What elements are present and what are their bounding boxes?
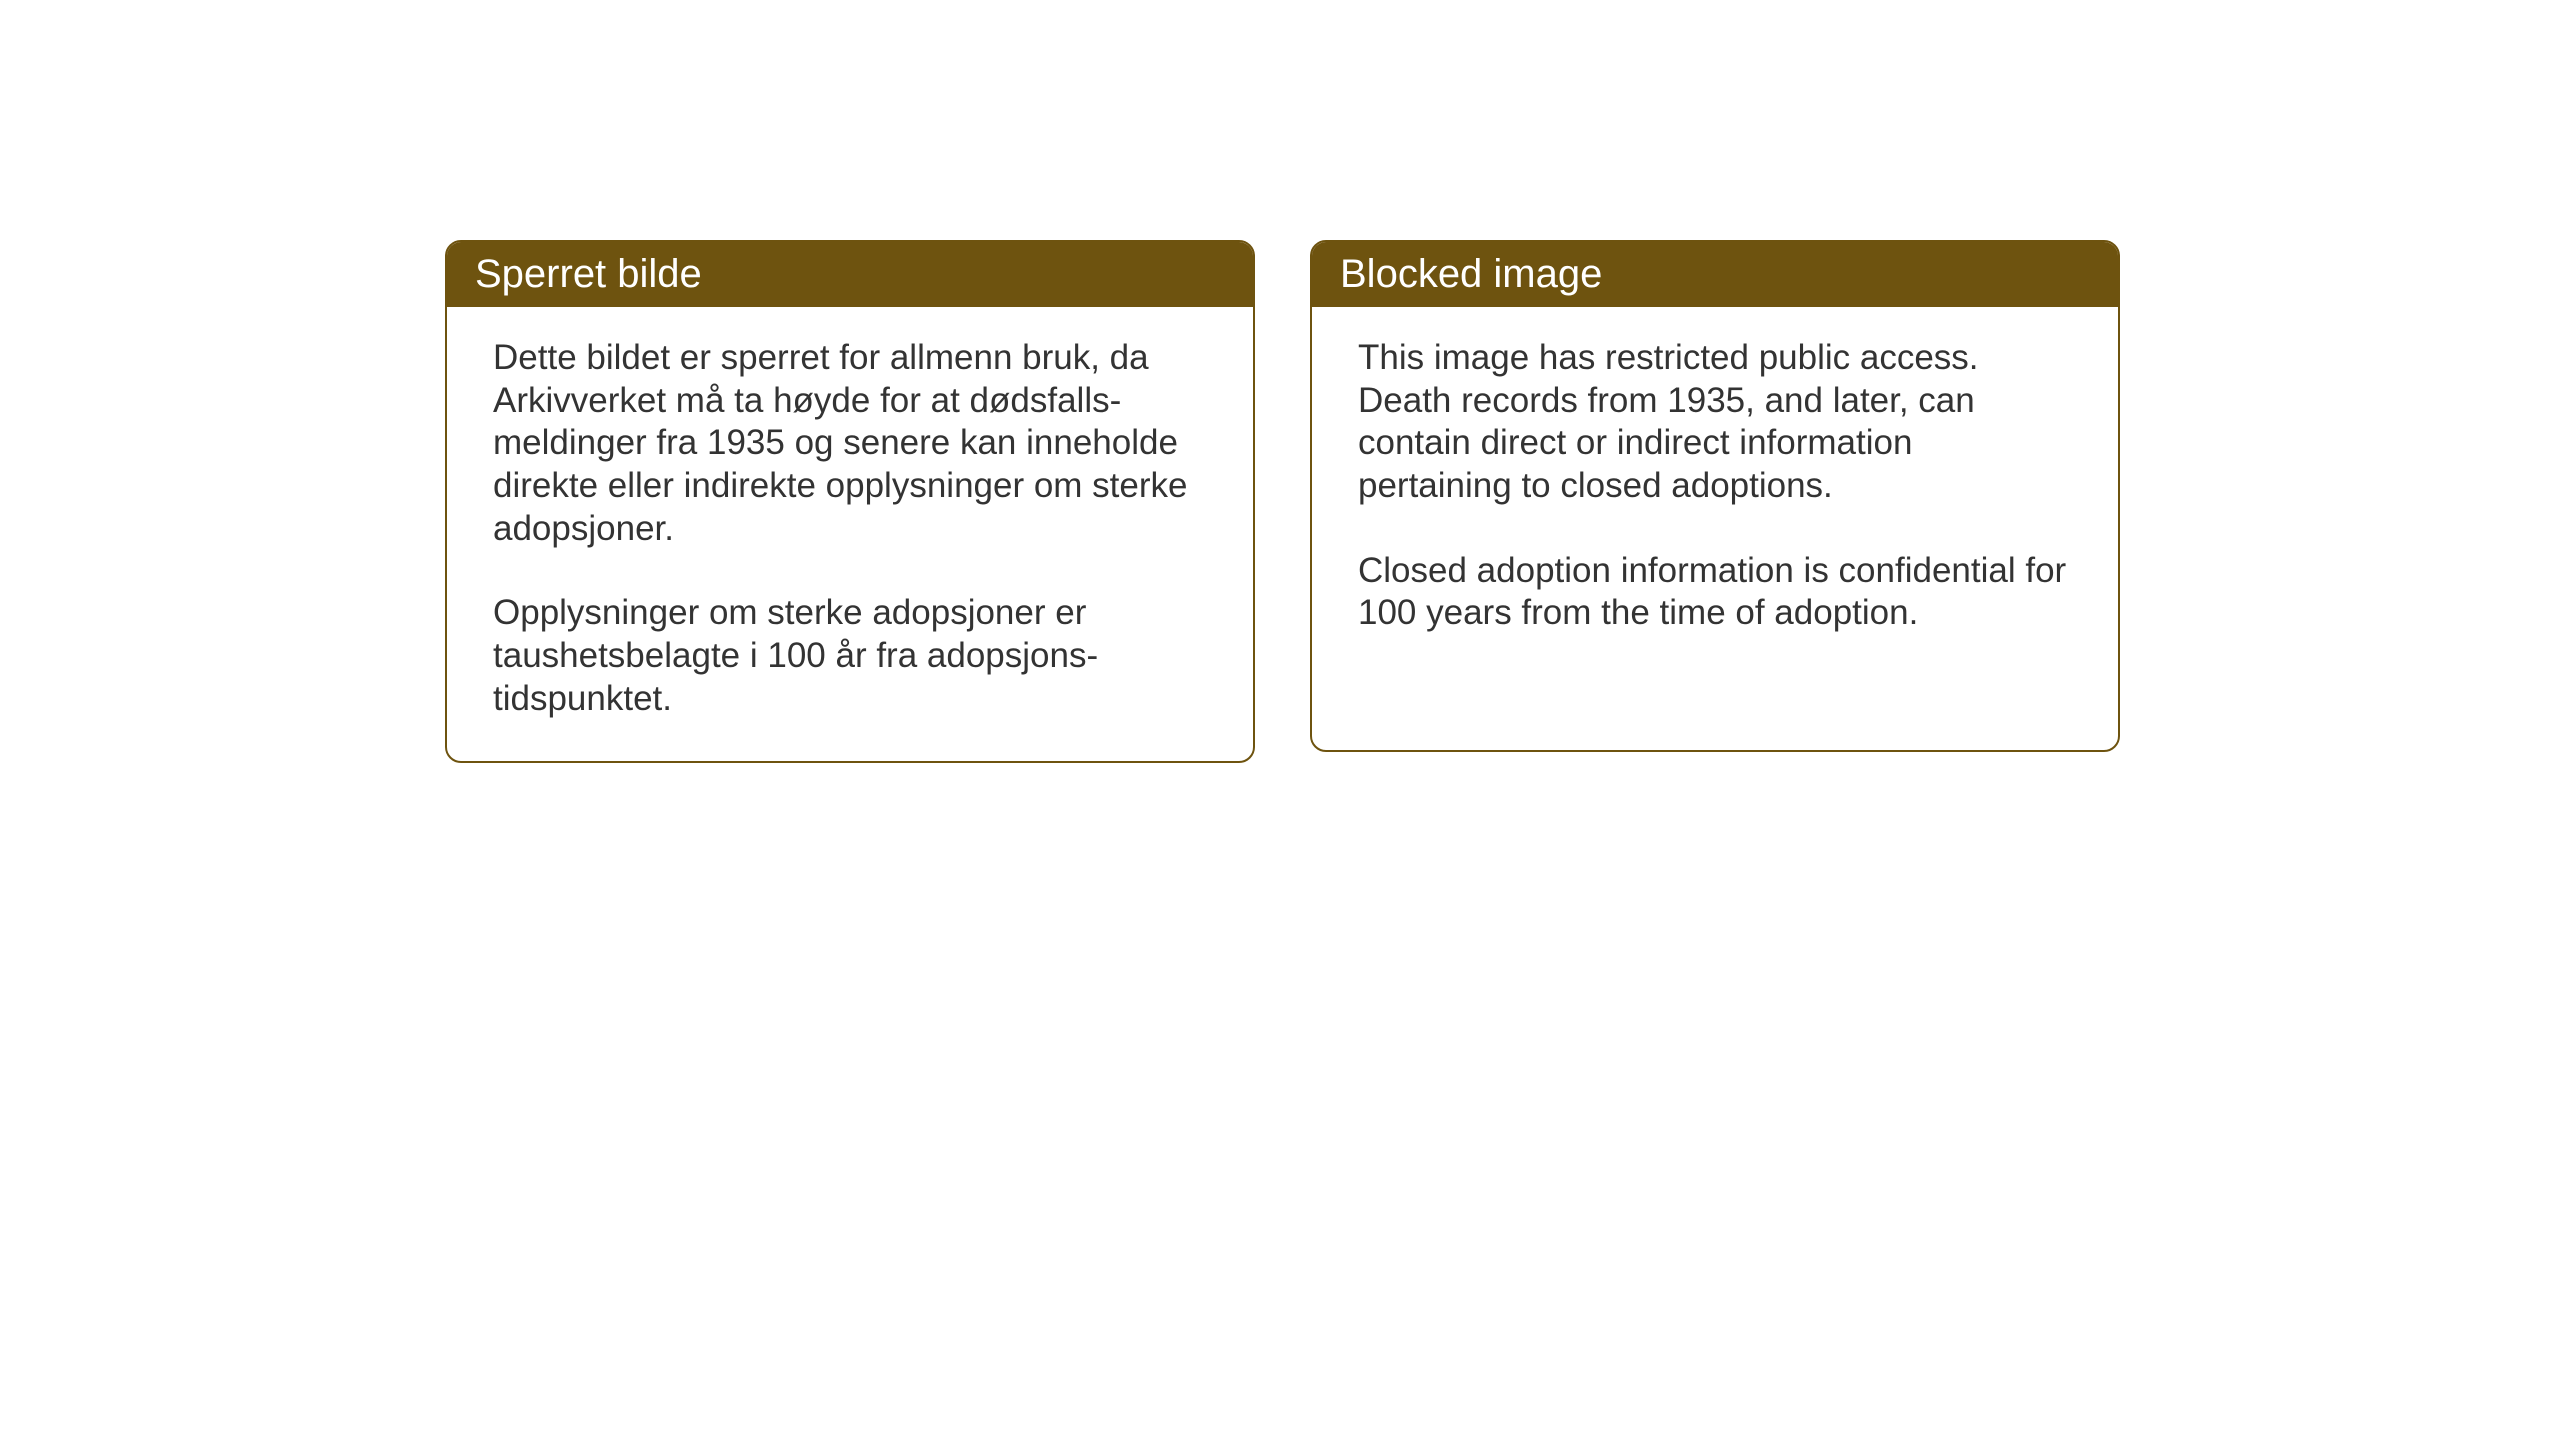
card-header-english: Blocked image: [1312, 242, 2118, 307]
notice-card-english: Blocked image This image has restricted …: [1310, 240, 2120, 752]
notice-paragraph-2-english: Closed adoption information is confident…: [1358, 550, 2072, 635]
card-body-english: This image has restricted public access.…: [1312, 307, 2118, 675]
notice-paragraph-1-norwegian: Dette bildet er sperret for allmenn bruk…: [493, 337, 1207, 550]
card-header-norwegian: Sperret bilde: [447, 242, 1253, 307]
notice-paragraph-2-norwegian: Opplysninger om sterke adopsjoner er tau…: [493, 592, 1207, 720]
notice-container: Sperret bilde Dette bildet er sperret fo…: [445, 240, 2120, 763]
notice-paragraph-1-english: This image has restricted public access.…: [1358, 337, 2072, 508]
card-body-norwegian: Dette bildet er sperret for allmenn bruk…: [447, 307, 1253, 761]
notice-card-norwegian: Sperret bilde Dette bildet er sperret fo…: [445, 240, 1255, 763]
